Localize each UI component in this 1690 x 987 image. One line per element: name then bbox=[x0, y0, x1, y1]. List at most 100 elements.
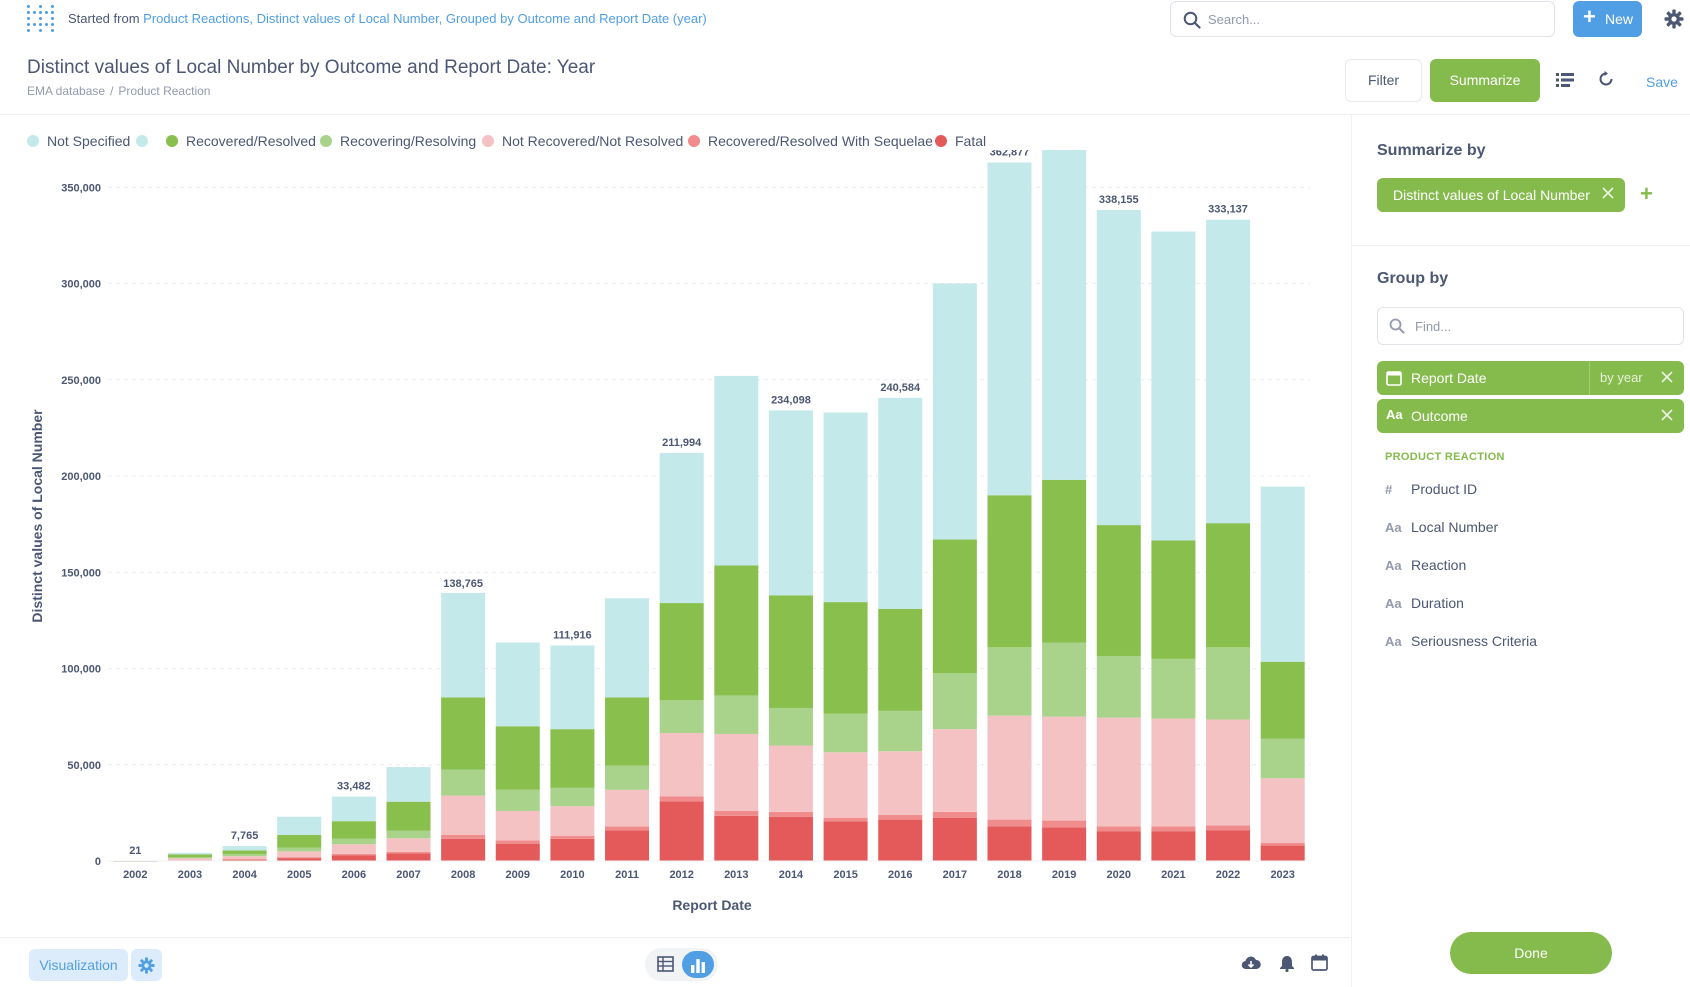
bar-segment[interactable] bbox=[331, 796, 376, 822]
bar-segment[interactable] bbox=[878, 814, 923, 820]
bell-icon[interactable] bbox=[1279, 955, 1295, 972]
bar-segment[interactable] bbox=[331, 821, 376, 839]
legend-item-blank[interactable] bbox=[136, 133, 156, 149]
bar-segment[interactable] bbox=[1042, 479, 1087, 643]
bar-segment[interactable] bbox=[386, 851, 431, 854]
bar-segment[interactable] bbox=[605, 765, 650, 790]
bar-segment[interactable] bbox=[441, 838, 486, 861]
bar-segment[interactable] bbox=[1151, 826, 1196, 832]
bar-segment[interactable] bbox=[277, 851, 322, 858]
bar-segment[interactable] bbox=[605, 697, 650, 766]
bar-segment[interactable] bbox=[1096, 655, 1141, 718]
bar-segment[interactable] bbox=[605, 598, 650, 698]
group-pill-outcome[interactable]: Aa Outcome bbox=[1377, 399, 1684, 433]
save-link[interactable]: Save bbox=[1646, 74, 1678, 90]
bar-segment[interactable] bbox=[1042, 827, 1087, 861]
bar-segment[interactable] bbox=[550, 645, 595, 730]
bar-segment[interactable] bbox=[1206, 523, 1251, 648]
bar-segment[interactable] bbox=[878, 751, 923, 815]
bar-segment[interactable] bbox=[167, 852, 212, 855]
bar-segment[interactable] bbox=[277, 847, 322, 852]
bar-segment[interactable] bbox=[222, 854, 267, 857]
bar-segment[interactable] bbox=[1096, 717, 1141, 827]
bar-segment[interactable] bbox=[331, 853, 376, 856]
bar-segment[interactable] bbox=[550, 838, 595, 861]
bar-segment[interactable] bbox=[386, 801, 431, 831]
bar-segment[interactable] bbox=[441, 697, 486, 770]
bar-segment[interactable] bbox=[222, 846, 267, 851]
bar-segment[interactable] bbox=[987, 162, 1032, 496]
bar-segment[interactable] bbox=[386, 853, 431, 861]
bar-segment[interactable] bbox=[659, 796, 704, 802]
bar-segment[interactable] bbox=[932, 539, 977, 674]
legend-item-recovering-resolving[interactable]: Recovering/Resolving bbox=[320, 133, 476, 149]
bar-segment[interactable] bbox=[386, 838, 431, 852]
bar-segment[interactable] bbox=[823, 713, 868, 753]
bar-segment[interactable] bbox=[1042, 150, 1087, 480]
notebook-list-icon[interactable] bbox=[1556, 72, 1574, 88]
bar-segment[interactable] bbox=[277, 816, 322, 836]
bar-segment[interactable] bbox=[1096, 525, 1141, 656]
bar-segment[interactable] bbox=[1260, 842, 1305, 846]
bar-segment[interactable] bbox=[277, 835, 322, 848]
breadcrumb-database[interactable]: EMA database bbox=[27, 84, 106, 98]
bar-segment[interactable] bbox=[222, 859, 267, 860]
bar-segment[interactable] bbox=[878, 608, 923, 711]
bar-segment[interactable] bbox=[714, 810, 759, 816]
bar-segment[interactable] bbox=[1042, 642, 1087, 717]
chart-view-button[interactable] bbox=[682, 951, 714, 978]
bar-segment[interactable] bbox=[714, 815, 759, 861]
bar-segment[interactable] bbox=[277, 858, 322, 861]
bar-segment[interactable] bbox=[222, 850, 267, 855]
add-metric-button[interactable]: + bbox=[1640, 181, 1653, 206]
breadcrumb-table[interactable]: Product Reaction bbox=[118, 84, 211, 98]
bar-segment[interactable] bbox=[386, 830, 431, 839]
bar-segment[interactable] bbox=[495, 840, 540, 844]
bar-segment[interactable] bbox=[932, 673, 977, 730]
bar-segment[interactable] bbox=[1042, 716, 1087, 821]
bar-segment[interactable] bbox=[987, 715, 1032, 820]
bar-segment[interactable] bbox=[550, 729, 595, 788]
bar-segment[interactable] bbox=[167, 857, 212, 859]
bar-segment[interactable] bbox=[714, 565, 759, 696]
bar-segment[interactable] bbox=[1260, 738, 1305, 779]
bar-segment[interactable] bbox=[222, 856, 267, 860]
close-icon[interactable] bbox=[1601, 186, 1615, 200]
metric-pill[interactable]: Distinct values of Local Number bbox=[1377, 178, 1625, 212]
bar-segment[interactable] bbox=[1206, 647, 1251, 720]
legend-item-recovered-resolved[interactable]: Recovered/Resolved bbox=[166, 133, 316, 149]
bar-segment[interactable] bbox=[605, 830, 650, 861]
bar-segment[interactable] bbox=[1151, 718, 1196, 827]
bar-segment[interactable] bbox=[768, 745, 813, 812]
bar-segment[interactable] bbox=[1151, 231, 1196, 541]
visualization-settings-button[interactable] bbox=[131, 949, 162, 981]
bar-segment[interactable] bbox=[605, 826, 650, 831]
new-button[interactable]: + New bbox=[1573, 1, 1642, 37]
metabase-logo-icon[interactable] bbox=[27, 5, 54, 32]
calendar-icon[interactable] bbox=[1311, 954, 1328, 971]
bar-segment[interactable] bbox=[1206, 219, 1251, 524]
bar-segment[interactable] bbox=[1260, 486, 1305, 662]
bar-segment[interactable] bbox=[441, 795, 486, 836]
legend-item-with-sequelae[interactable]: Recovered/Resolved With Sequelae bbox=[688, 133, 933, 149]
bar-segment[interactable] bbox=[331, 844, 376, 854]
done-button[interactable]: Done bbox=[1450, 932, 1612, 974]
close-icon[interactable] bbox=[1660, 408, 1674, 422]
bar-segment[interactable] bbox=[167, 854, 212, 858]
started-from-link[interactable]: Product Reactions, Distinct values of Lo… bbox=[143, 11, 707, 26]
bar-segment[interactable] bbox=[1096, 831, 1141, 861]
bar-segment[interactable] bbox=[768, 811, 813, 817]
bar-segment[interactable] bbox=[222, 859, 267, 861]
bar-segment[interactable] bbox=[386, 767, 431, 802]
bar-segment[interactable] bbox=[167, 858, 212, 861]
bar-segment[interactable] bbox=[495, 642, 540, 727]
field-duration[interactable]: Aa Duration bbox=[1385, 595, 1464, 619]
bar-segment[interactable] bbox=[1206, 830, 1251, 861]
bar-segment[interactable] bbox=[823, 602, 868, 714]
bar-segment[interactable] bbox=[1151, 658, 1196, 719]
bar-segment[interactable] bbox=[550, 787, 595, 807]
bars[interactable] bbox=[113, 150, 1305, 862]
bar-segment[interactable] bbox=[1260, 845, 1305, 861]
bar-segment[interactable] bbox=[987, 495, 1032, 648]
bar-segment[interactable] bbox=[659, 700, 704, 733]
